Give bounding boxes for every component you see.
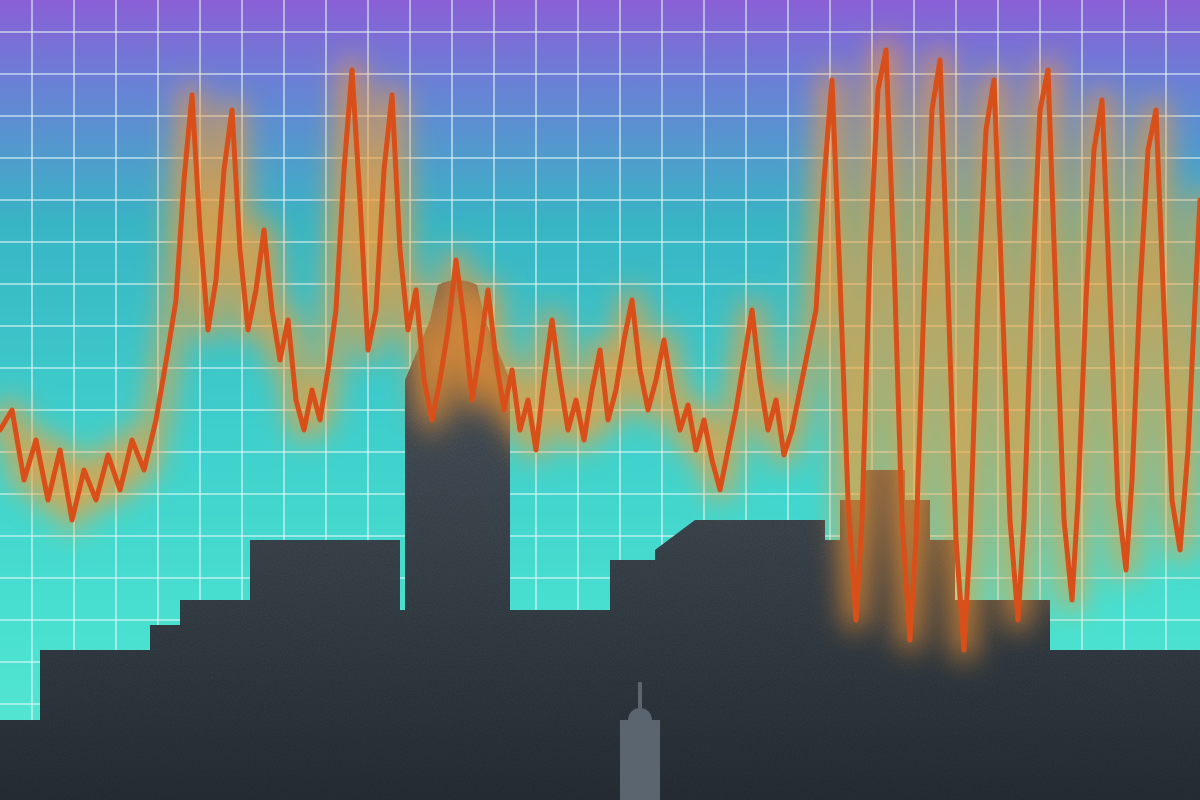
scene-svg xyxy=(0,0,1200,800)
infographic-stage xyxy=(0,0,1200,800)
